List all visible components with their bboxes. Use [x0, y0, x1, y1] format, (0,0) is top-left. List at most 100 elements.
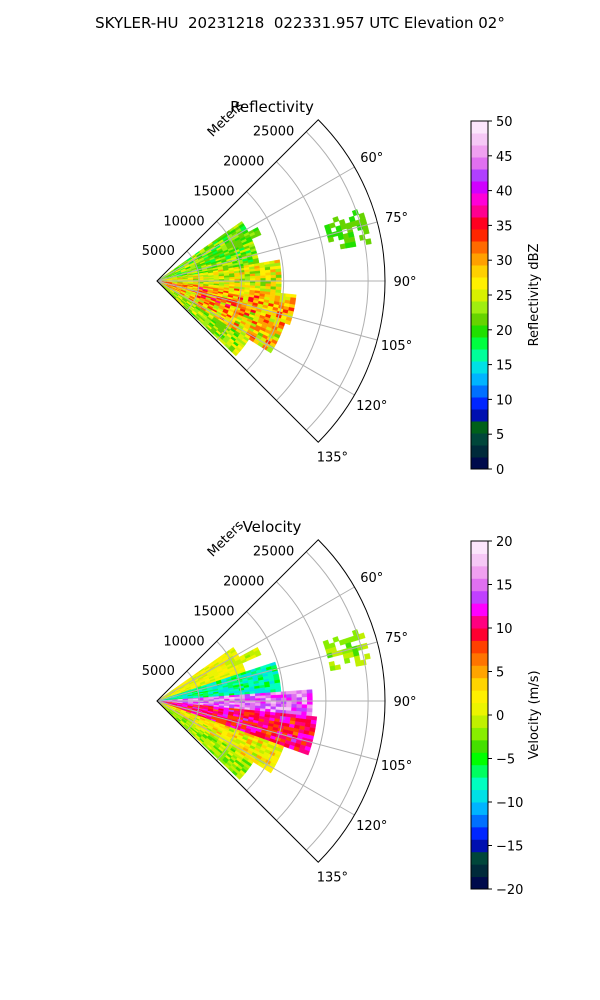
colorbar-swatch	[471, 851, 488, 865]
data-cell	[234, 696, 241, 700]
data-cell	[244, 696, 251, 700]
colorbar-swatch	[471, 702, 488, 716]
colorbar-swatch	[471, 802, 488, 815]
colorbar-swatch	[471, 385, 488, 398]
azimuth-tick-label: 60°	[360, 571, 383, 586]
colorbar-swatch	[471, 433, 488, 446]
colorbar-swatch	[471, 615, 488, 629]
data-cell	[301, 693, 308, 698]
data-cell	[301, 689, 308, 695]
data-cell	[301, 704, 308, 709]
data-cell	[362, 227, 370, 235]
colorbar-swatch	[471, 677, 488, 691]
colorbar-swatch	[471, 169, 488, 182]
data-cell	[265, 283, 272, 287]
range-tick-label: 25000	[253, 125, 294, 140]
colorbar-swatch	[471, 839, 488, 853]
colorbar: 0 5 10 15 20 25 30 35 40 45 50 Reflectivity dBZ	[470, 115, 542, 478]
azimuth-line	[156, 166, 355, 282]
colorbar-swatch	[471, 739, 488, 753]
range-tick-label: 5000	[142, 244, 175, 259]
colorbar-tick-label: 0	[496, 463, 504, 478]
colorbar-swatch	[471, 349, 488, 362]
azimuth-line	[156, 280, 378, 341]
data-cell	[303, 749, 310, 756]
data-cell	[275, 694, 282, 699]
data-cell	[296, 700, 303, 705]
data-cell	[296, 704, 303, 709]
data-cell	[301, 700, 308, 705]
data-cell	[306, 693, 313, 698]
azimuth-tick-label: 120°	[356, 399, 387, 414]
data-cell	[249, 695, 256, 699]
data-cell	[255, 695, 261, 699]
range-tick-label: 20000	[223, 155, 264, 170]
data-cell	[364, 653, 371, 660]
colorbar-swatch	[471, 652, 488, 666]
azimuth-tick-label: 90°	[393, 695, 416, 710]
data-cell	[231, 350, 238, 357]
data-cell	[260, 695, 266, 699]
sector-frame	[156, 119, 386, 443]
colorbar-swatch	[471, 789, 488, 803]
colorbar-swatch	[471, 313, 488, 326]
colorbar-swatch	[471, 640, 488, 654]
data-cell	[307, 700, 313, 706]
data-field	[156, 209, 372, 357]
colorbar: −20 −15 −10 −5 0 5 10 15 20 Velocity (m/s)	[470, 535, 542, 898]
colorbar-tick-label: 15	[496, 579, 513, 594]
data-cell	[265, 275, 272, 279]
range-axis-label: Meters	[205, 518, 247, 560]
colorbar-swatch	[471, 565, 488, 579]
azimuth-line	[156, 641, 378, 702]
colorbar-swatch	[471, 578, 488, 592]
colorbar-tick-label: 10	[496, 393, 513, 408]
colorbar-swatch	[471, 727, 488, 741]
colorbar-swatch	[471, 764, 488, 778]
colorbar-swatch	[471, 277, 488, 290]
data-cell	[266, 347, 273, 354]
data-cell	[260, 692, 266, 697]
colorbar-label: Velocity (m/s)	[527, 670, 542, 759]
panel-title: Velocity	[243, 518, 302, 536]
data-cell	[234, 276, 241, 280]
azimuth-line	[156, 280, 355, 396]
azimuth-line	[156, 221, 378, 282]
colorbar-swatch	[471, 752, 488, 766]
data-cell	[275, 274, 282, 279]
colorbar-swatch	[471, 777, 488, 791]
panel-title: Reflectivity	[230, 98, 314, 116]
data-cell	[270, 274, 277, 279]
data-cell	[275, 283, 282, 288]
colorbar-swatch	[471, 590, 488, 604]
reflectivity-panel: Reflectivity 5000 10000 15000 20000 25000 Mete…	[142, 98, 542, 478]
data-cell	[301, 707, 308, 713]
data-cell	[296, 697, 303, 702]
data-cell	[332, 216, 340, 223]
colorbar-swatch	[471, 445, 488, 458]
colorbar-swatch	[471, 157, 488, 170]
colorbar-label: Reflectivity dBZ	[527, 244, 542, 347]
sector-frame	[156, 539, 386, 863]
colorbar-tick-label: −10	[496, 796, 523, 811]
range-tick-label: 10000	[163, 634, 204, 649]
azimuth-tick-label: 60°	[360, 151, 383, 166]
azimuth-tick-label: 135°	[317, 450, 348, 465]
velocity-panel: Velocity 5000 10000 15000 20000 25000 Meters 60…	[142, 518, 542, 898]
data-cell	[265, 703, 272, 707]
colorbar-swatch	[471, 603, 488, 617]
data-cell	[265, 272, 272, 276]
range-tick-label: 5000	[142, 664, 175, 679]
data-cell	[270, 694, 277, 699]
colorbar-swatch	[471, 205, 488, 218]
colorbar-tick-label: 20	[496, 535, 513, 550]
data-cell	[255, 231, 262, 238]
colorbar-tick-label: 50	[496, 115, 513, 130]
azimuth-line	[156, 586, 355, 702]
data-cell	[270, 703, 277, 708]
data-cell	[334, 664, 342, 671]
data-cell	[275, 271, 282, 276]
colorbar-tick-label: −5	[496, 753, 515, 768]
colorbar-swatch	[471, 193, 488, 206]
data-cell	[265, 692, 272, 696]
